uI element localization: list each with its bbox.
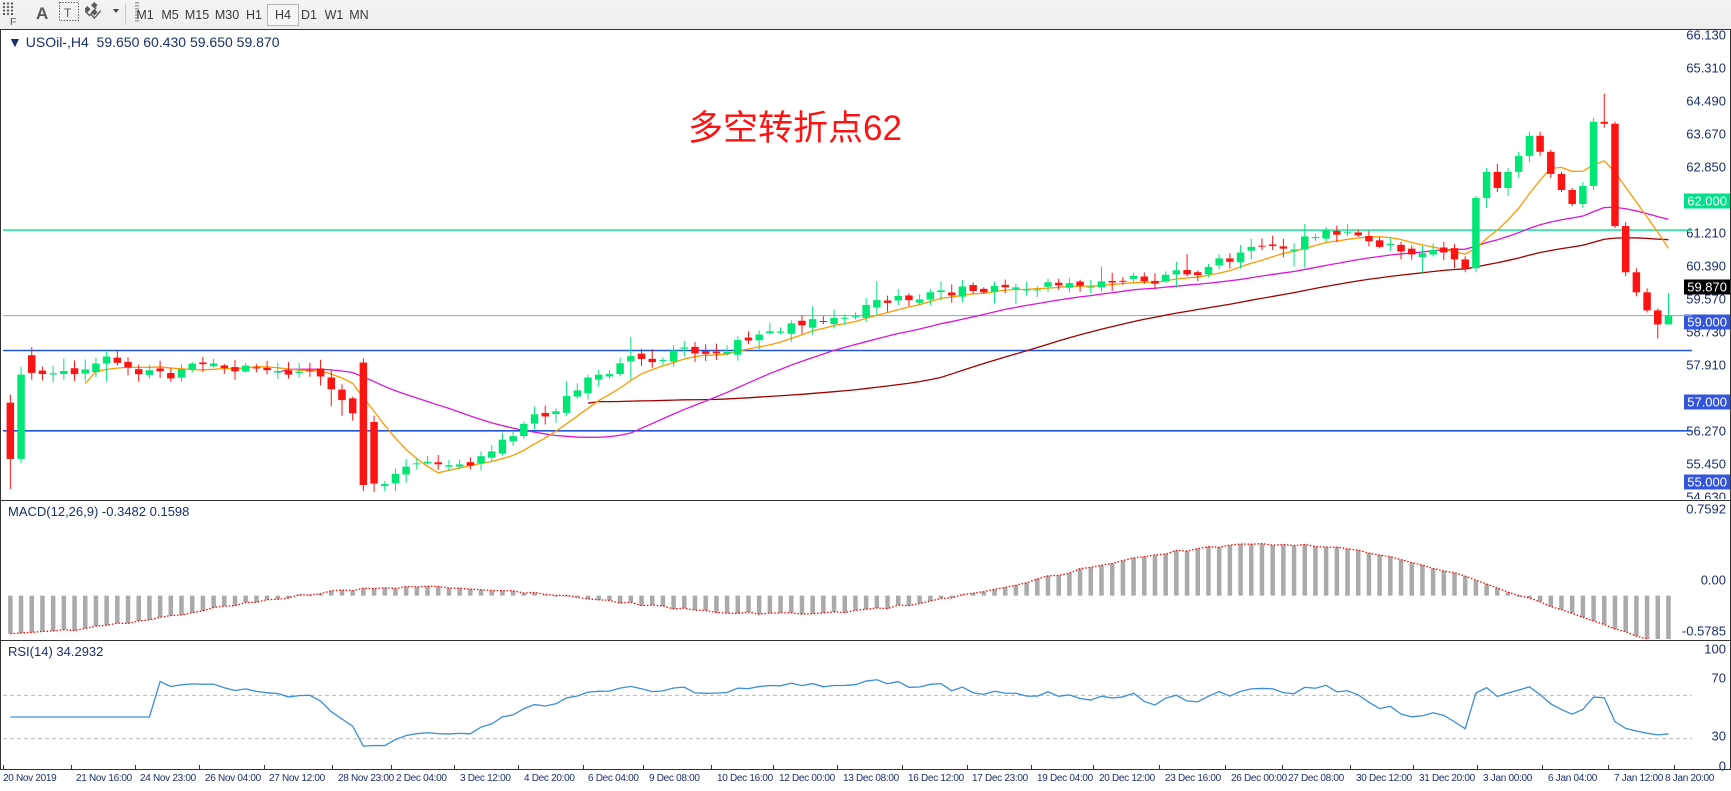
svg-text:F: F	[10, 16, 16, 27]
svg-text:T: T	[64, 6, 72, 20]
